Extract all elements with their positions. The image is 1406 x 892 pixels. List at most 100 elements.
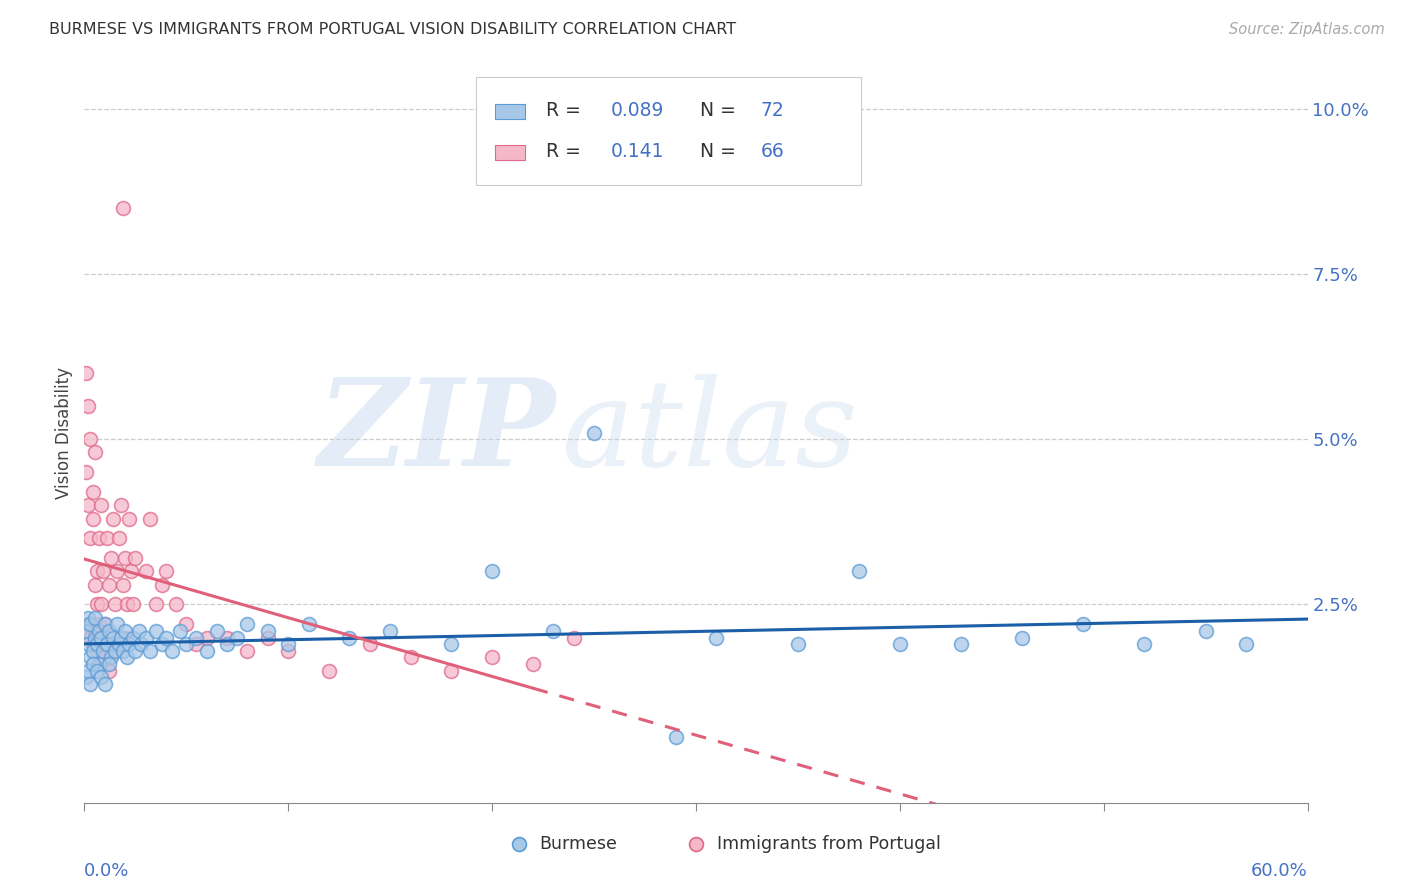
Point [122,598,145,612]
Point [75,465,97,479]
Point [205,624,228,638]
Point [145,598,167,612]
Point [950,637,973,651]
Point [90,631,112,645]
Point [93,650,115,665]
Point [128,624,150,638]
Point [118,637,141,651]
Point [135,565,157,579]
Point [399,650,422,665]
Point [359,637,381,651]
Point [318,664,340,678]
Point [120,565,142,579]
Point [186,631,208,645]
Point [298,617,321,632]
Point [257,624,280,638]
Text: 72: 72 [761,101,785,120]
Point [87,657,110,671]
Text: Immigrants from Portugal: Immigrants from Portugal [717,835,941,853]
Point [174,617,197,632]
Point [104,644,127,658]
Point [543,624,565,638]
Point [165,598,187,612]
Text: atlas: atlas [561,374,858,491]
Point [82,644,104,658]
Point [104,644,127,658]
Point [91,644,114,658]
Point [93,617,115,632]
Point [481,565,503,579]
FancyBboxPatch shape [495,104,524,120]
Point [339,631,361,645]
Point [83,631,105,645]
Point [83,624,105,638]
Point [86,664,108,678]
Point [135,631,157,645]
Point [96,637,118,651]
Point [195,631,218,645]
Point [90,657,112,671]
Point [82,485,104,500]
Point [150,637,173,651]
Text: N =: N = [700,101,735,120]
Point [112,201,135,215]
Point [86,598,108,612]
Point [217,631,239,645]
Text: Source: ZipAtlas.com: Source: ZipAtlas.com [1229,22,1385,37]
Point [91,565,114,579]
Point [87,624,110,638]
Point [440,664,463,678]
Point [82,657,104,671]
Point [82,511,104,525]
Text: ZIP: ZIP [316,374,555,491]
Point [112,577,135,591]
Point [169,624,191,638]
Point [122,631,145,645]
Point [75,624,97,638]
Point [174,637,197,651]
Point [90,670,112,684]
Point [105,617,128,632]
Point [79,677,101,691]
Text: R =: R = [546,101,581,120]
Text: 60.0%: 60.0% [1251,863,1308,880]
Point [83,577,105,591]
Point [97,657,120,671]
Point [79,432,101,446]
Point [150,577,173,591]
Point [77,617,100,632]
Point [93,677,115,691]
Point [79,532,101,546]
Point [83,445,105,459]
Point [706,631,728,645]
Point [97,577,120,591]
Point [226,631,249,645]
Point [87,631,110,645]
FancyBboxPatch shape [475,78,860,185]
Point [101,631,124,645]
Point [236,617,259,632]
Point [105,565,128,579]
Point [1236,637,1258,651]
Point [583,425,606,440]
Point [1133,637,1156,651]
Text: 66: 66 [761,142,785,161]
Point [110,499,132,513]
Point [77,664,100,678]
Point [93,617,115,632]
Text: R =: R = [546,142,581,161]
Point [97,664,120,678]
Point [115,650,138,665]
Text: 0.141: 0.141 [610,142,664,161]
Point [75,670,97,684]
Point [108,637,131,651]
Text: N =: N = [700,142,735,161]
Text: 0.0%: 0.0% [84,863,129,880]
Point [114,631,136,645]
Point [101,511,124,525]
Point [848,565,870,579]
Point [131,637,153,651]
Point [186,637,208,651]
Point [138,511,160,525]
Point [257,631,280,645]
